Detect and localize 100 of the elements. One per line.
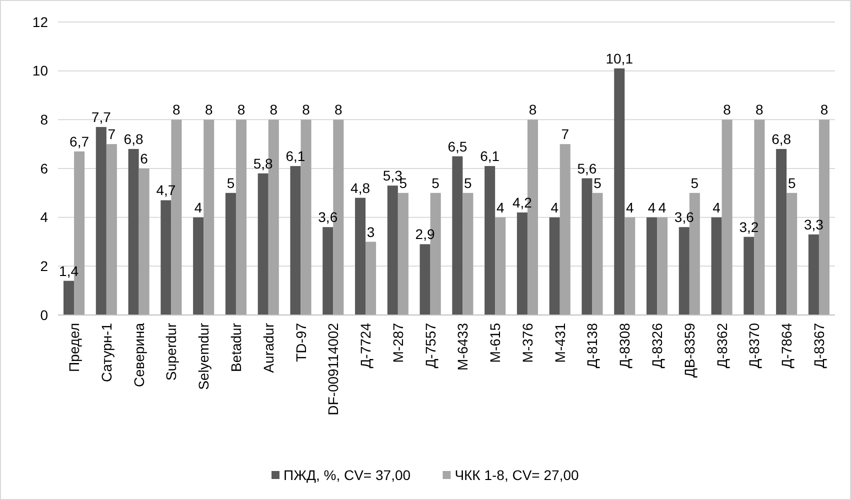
x-tick-label: Д-8138 (584, 322, 600, 368)
legend-label: ПЖД, %, CV= 37,00 (284, 466, 411, 483)
bar (657, 217, 668, 315)
data-label: 8 (204, 102, 213, 118)
bar (366, 242, 376, 315)
y-tick-label: 0 (40, 306, 48, 323)
y-tick-label: 10 (32, 62, 48, 79)
x-tick-label: Д-8308 (616, 322, 633, 368)
data-label: 4 (626, 199, 634, 216)
data-label: 6,1 (480, 148, 500, 164)
data-label: 6,7 (70, 133, 90, 150)
x-tick-label: М-431 (552, 322, 568, 363)
bar (106, 144, 117, 315)
bar (560, 144, 570, 315)
x-tick-label: Betadur (228, 322, 244, 372)
bar (225, 192, 236, 315)
bar (398, 192, 408, 315)
bar (138, 168, 150, 315)
bar (808, 234, 819, 315)
data-label: 5,8 (253, 155, 274, 172)
bar (722, 120, 732, 315)
bar (128, 148, 139, 315)
x-tick-label: Д-8367 (810, 322, 827, 368)
bar (160, 200, 172, 315)
x-tick-label: М-6433 (454, 322, 471, 370)
bar (96, 126, 106, 315)
data-label: 7,7 (91, 108, 112, 125)
data-label: 6,5 (448, 138, 468, 154)
bar (786, 192, 798, 315)
x-tick-label: Предел (66, 323, 82, 372)
data-label: 4 (658, 199, 666, 216)
x-tick-label: ДВ-8359 (681, 322, 698, 378)
data-label: 7 (561, 126, 570, 142)
x-tick-label: TD-97 (292, 322, 309, 362)
legend-label: ЧКК 1-8, CV= 27,00 (454, 466, 580, 483)
data-label: 2,9 (415, 226, 435, 242)
bar (624, 217, 636, 315)
bar (355, 198, 366, 315)
x-tick-label: М-376 (519, 322, 536, 363)
data-label: 3,6 (318, 209, 338, 226)
x-tick-label: Д-8362 (714, 322, 730, 368)
bar (711, 217, 722, 315)
x-tick-label: DF-009114002 (325, 322, 342, 416)
bar (592, 192, 603, 315)
data-label: 4 (496, 199, 504, 216)
data-label: 3,3 (804, 216, 824, 232)
bar (193, 217, 204, 315)
bar (322, 227, 334, 315)
y-tick-label: 6 (40, 160, 48, 176)
bar (776, 148, 787, 315)
data-label: 8 (302, 102, 310, 118)
data-label: 5 (432, 174, 440, 191)
y-tick-label: 4 (40, 209, 48, 226)
bar (678, 227, 690, 315)
x-tick-label: Selyemdur (196, 322, 212, 390)
data-label: 8 (270, 102, 278, 118)
bar (387, 186, 398, 315)
data-label: 8 (334, 102, 343, 118)
data-label: 6,8 (124, 130, 144, 147)
data-label: 5 (690, 174, 699, 191)
data-label: 7 (108, 126, 116, 142)
x-tick-label: Д-7557 (422, 322, 438, 368)
data-label: 6,1 (286, 148, 306, 164)
bar (290, 166, 301, 315)
x-tick-label: Superdur (163, 322, 180, 381)
x-tick-label: Д-8370 (746, 322, 762, 368)
data-label: 4 (648, 199, 656, 216)
data-label: 5 (464, 174, 472, 191)
x-tick-label: Д-8326 (649, 322, 666, 368)
bar (582, 178, 592, 315)
data-label: 1,4 (59, 262, 79, 279)
data-label: 8 (723, 102, 732, 118)
data-label: 4,7 (156, 182, 176, 198)
data-label: 3 (366, 224, 375, 240)
data-label: 8 (528, 102, 537, 118)
data-label: 5 (594, 174, 602, 191)
x-tick-label: Auradur (260, 322, 276, 373)
bar (744, 236, 754, 315)
data-label: 3,2 (739, 218, 759, 235)
bar (614, 68, 625, 315)
x-tick-label: Д-7724 (358, 322, 374, 368)
y-tick-label: 8 (40, 112, 48, 128)
x-tick-label: М-287 (390, 322, 406, 363)
data-label: 4,2 (512, 194, 532, 210)
bar (452, 156, 463, 315)
bar (646, 217, 658, 315)
data-label: 4,8 (350, 180, 370, 196)
bar (549, 217, 560, 315)
bar (64, 280, 74, 315)
data-label: 8 (756, 102, 764, 118)
data-label: 8 (820, 102, 828, 118)
bar (516, 212, 528, 315)
data-label: 5 (226, 174, 235, 191)
x-tick-label: Сатурн-1 (98, 322, 114, 382)
bar (462, 192, 474, 315)
data-label: 6,8 (772, 130, 792, 147)
data-label: 4 (712, 199, 721, 216)
data-label: 8 (172, 102, 181, 118)
data-label: 3,6 (674, 209, 694, 226)
bar (495, 217, 506, 315)
